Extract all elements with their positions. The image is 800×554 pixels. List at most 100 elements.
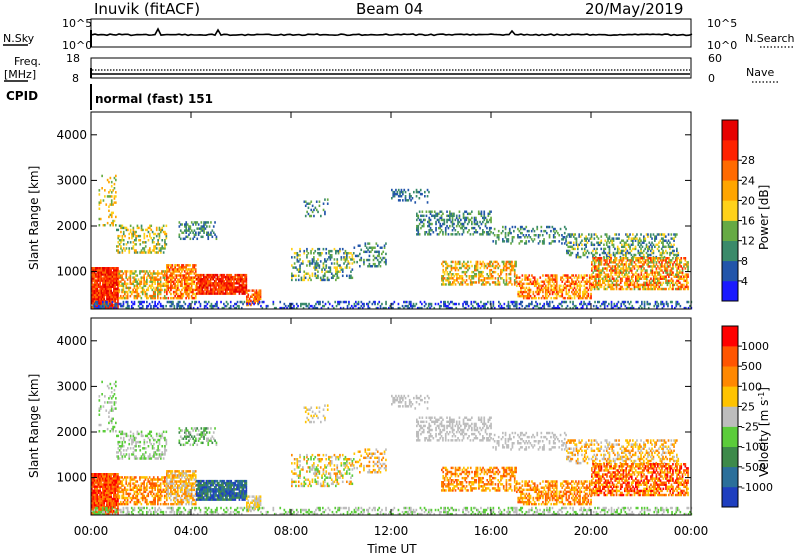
heatmap-cell xyxy=(679,261,681,264)
heatmap-cell xyxy=(529,290,532,294)
heatmap-cell xyxy=(125,294,128,298)
heatmap-cell xyxy=(392,190,395,194)
heatmap-cell xyxy=(535,280,537,283)
heatmap-cell xyxy=(450,233,453,236)
heatmap-cell xyxy=(558,306,561,310)
heatmap-cell xyxy=(550,296,553,300)
heatmap-cell xyxy=(330,249,333,253)
heatmap-cell xyxy=(96,277,99,280)
heatmap-cell xyxy=(136,296,139,300)
heatmap-cell xyxy=(161,288,163,292)
heatmap-cell xyxy=(538,282,540,286)
heatmap-cell xyxy=(227,275,230,279)
heatmap-cell xyxy=(599,281,601,285)
heatmap-cell xyxy=(679,275,681,278)
heatmap-cell xyxy=(95,497,97,501)
heatmap-cell xyxy=(554,292,557,296)
heatmap-cell xyxy=(135,236,137,240)
heatmap-cell xyxy=(452,277,454,280)
heatmap-cell xyxy=(626,267,629,270)
heatmap-cell xyxy=(210,302,213,306)
heatmap-cell xyxy=(649,233,652,236)
heatmap-cell xyxy=(654,302,657,306)
heatmap-cell xyxy=(515,300,518,304)
heatmap-cell xyxy=(592,265,595,268)
heatmap-cell xyxy=(443,302,445,306)
heatmap-cell xyxy=(92,473,95,476)
heatmap-cell xyxy=(466,231,469,234)
heatmap-cell xyxy=(652,277,655,280)
heatmap-cell xyxy=(92,277,95,280)
heatmap-cell xyxy=(658,281,661,285)
freq-label-1: Freq. xyxy=(14,55,41,68)
heatmap-cell xyxy=(200,275,202,279)
heatmap-cell xyxy=(507,234,510,237)
heatmap-cell xyxy=(140,306,143,310)
heatmap-cell xyxy=(296,258,299,261)
heatmap-cell xyxy=(610,269,612,272)
heatmap-cell xyxy=(652,259,655,262)
heatmap-cell xyxy=(224,288,227,291)
heatmap-cell xyxy=(679,269,681,272)
heatmap-cell xyxy=(649,253,652,257)
heatmap-cell xyxy=(624,257,626,260)
heatmap-cell xyxy=(520,294,522,298)
heatmap-cell xyxy=(465,306,467,310)
heatmap-cell xyxy=(440,229,443,232)
heatmap-cell xyxy=(115,191,117,194)
heatmap-cell xyxy=(189,276,192,279)
heatmap-cell xyxy=(647,273,650,276)
heatmap-cell xyxy=(643,302,646,306)
heatmap-cell xyxy=(113,219,116,223)
heatmap-cell xyxy=(509,273,512,276)
heatmap-cell xyxy=(455,302,458,306)
heatmap-cell xyxy=(135,278,137,281)
heatmap-cell xyxy=(367,304,370,308)
heatmap-cell xyxy=(124,292,126,296)
heatmap-cell xyxy=(581,243,583,247)
heatmap-cell xyxy=(476,222,479,226)
heatmap-cell xyxy=(106,271,108,274)
heatmap-cell xyxy=(572,282,575,286)
heatmap-cell xyxy=(139,270,141,273)
heatmap-cell xyxy=(522,234,525,237)
heatmap-cell xyxy=(487,306,489,310)
heatmap-cell xyxy=(241,275,244,279)
heatmap-cell xyxy=(676,249,678,253)
power-colorbar-label: Power [dB] xyxy=(757,185,771,250)
heatmap-cell xyxy=(111,293,114,297)
heatmap-cell xyxy=(107,283,110,286)
heatmap-cell xyxy=(181,266,183,269)
heatmap-cell xyxy=(335,252,337,255)
heatmap-cell xyxy=(597,279,600,283)
heatmap-cell xyxy=(658,277,661,280)
colorbar-tick-label: 24 xyxy=(741,174,755,187)
heatmap-cell xyxy=(118,251,121,254)
heatmap-cell xyxy=(371,265,374,268)
heatmap-cell xyxy=(115,281,118,284)
heatmap-cell xyxy=(561,300,563,304)
heatmap-cell xyxy=(438,218,440,222)
heatmap-cell xyxy=(193,235,196,239)
heatmap-cell xyxy=(535,282,537,286)
heatmap-cell xyxy=(683,277,685,280)
heatmap-cell xyxy=(491,270,494,274)
heatmap-cell xyxy=(185,274,187,277)
heatmap-cell xyxy=(226,273,228,277)
heatmap-cell xyxy=(109,224,112,227)
heatmap-cell xyxy=(234,286,237,289)
heatmap-cell xyxy=(427,302,430,306)
heatmap-cell xyxy=(102,279,104,282)
heatmap-cell xyxy=(212,290,215,293)
heatmap-cell xyxy=(462,231,465,234)
heatmap-cell xyxy=(143,288,145,292)
heatmap-cell xyxy=(124,280,126,283)
heatmap-cell xyxy=(93,299,96,303)
power-ylabel: Slant Range [km] xyxy=(27,166,41,270)
heatmap-cell xyxy=(132,241,135,244)
heatmap-cell xyxy=(568,245,571,249)
heatmap-cell xyxy=(652,233,655,236)
heatmap-cell xyxy=(110,273,112,276)
heatmap-cell xyxy=(143,232,146,236)
heatmap-cell xyxy=(687,281,689,285)
